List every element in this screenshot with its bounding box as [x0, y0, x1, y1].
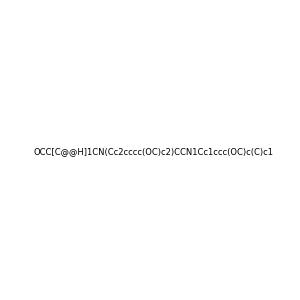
Text: OCC[C@@H]1CN(Cc2cccc(OC)c2)CCN1Cc1ccc(OC)c(C)c1: OCC[C@@H]1CN(Cc2cccc(OC)c2)CCN1Cc1ccc(OC…: [34, 147, 274, 156]
